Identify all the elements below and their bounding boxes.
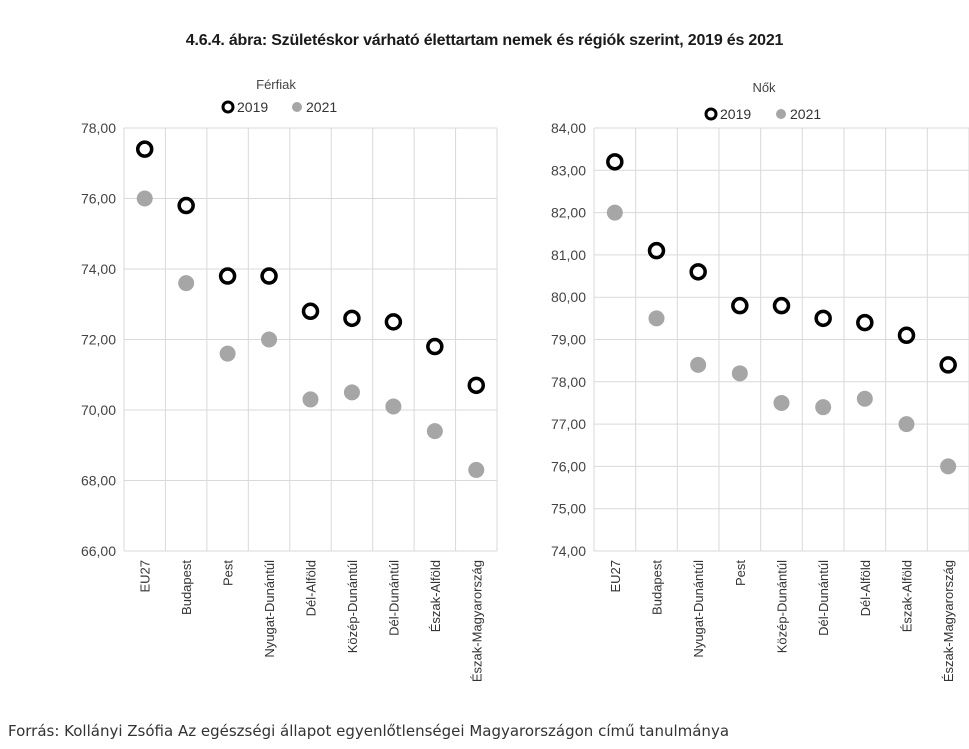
x-category-label: Nyugat-Dunántúl [691,560,706,658]
y-tick-label: 75,00 [551,501,586,517]
point-2021 [426,423,443,440]
legend-marker-2021 [292,102,302,112]
point-2019 [606,153,624,171]
x-category-label: Dél-Dunántúl [386,560,401,636]
y-tick-label: 82,00 [551,205,586,221]
point-2019 [177,196,195,215]
point-2019 [218,267,237,285]
x-category-label: Nyugat-Dunántúl [262,560,277,658]
point-2019 [939,356,957,374]
x-category-label: Észak-Magyarország [469,560,484,682]
point-2019 [772,296,791,315]
y-tick-label: 74,00 [81,261,116,277]
point-2021 [773,394,790,411]
point-2019 [856,313,874,332]
x-category-label: Közép-Dunántúl [775,560,790,653]
y-tick-label: 72,00 [81,332,116,348]
point-2021 [343,384,360,401]
point-2019 [426,337,444,356]
y-tick-label: 80,00 [551,289,586,305]
point-2021 [648,310,665,327]
y-tick-label: 74,00 [551,543,586,559]
legend-marker-2019 [704,107,718,121]
chart-panel-ferfiak: Férfiak 66,00 68,00 70,00 72,00 74,00 76,00 78… [81,77,498,682]
y-tick-label: 76,00 [551,458,586,474]
point-2021 [385,398,402,415]
y-tick-label: 76,00 [81,191,116,207]
x-category-label: EU27 [608,560,623,593]
x-category-label: Budapest [179,560,194,615]
panel-title: Nők [752,80,776,95]
point-2021 [898,416,915,433]
point-2019 [814,309,832,328]
y-tick-label: 78,00 [81,120,116,136]
point-2019 [689,263,707,281]
point-2021 [136,190,153,207]
point-2021 [302,391,319,408]
point-2019 [260,267,278,285]
y-tick-label: 84,00 [551,120,586,136]
point-2021 [815,399,832,416]
x-category-label: Észak-Alföld [900,560,915,632]
y-tick-label: 66,00 [81,543,116,559]
point-2019 [897,326,916,345]
y-tick-label: 77,00 [551,416,586,432]
x-category-label: Észak-Alföld [428,560,443,632]
point-2019 [467,376,486,395]
point-2021 [219,345,236,362]
panel-title: Férfiak [256,77,296,92]
point-2019 [135,140,154,158]
point-2021 [690,356,707,373]
figure-title: 4.6.4. ábra: Születéskor várható élettar… [185,32,784,49]
legend-label-2021: 2021 [790,106,821,122]
point-2021 [178,275,195,292]
legend-label-2021: 2021 [306,99,337,115]
y-tick-label: 70,00 [81,402,116,418]
legend: 2019 2021 [704,106,821,122]
point-2021 [606,204,623,221]
legend-marker-2019 [221,100,235,114]
x-category-label: Dél-Alföld [304,560,319,616]
legend: 2019 2021 [221,99,337,115]
x-category-label: Dél-Alföld [858,560,873,616]
x-category-label: Budapest [650,560,665,615]
point-2019 [343,309,361,328]
point-2019 [384,313,403,331]
point-2021 [468,461,485,478]
point-2019 [731,296,749,315]
point-2021 [940,458,957,475]
point-2021 [856,390,873,407]
chart-panel-nok: Nők 74,00 75,00 76,00 77,00 78,00 79,00 80,00 8… [551,80,969,682]
x-category-label: Dél-Dunántúl [816,560,831,636]
x-category-label: Pest [221,560,236,586]
legend-label-2019: 2019 [237,99,268,115]
point-2019 [647,241,666,260]
y-tick-label: 68,00 [81,473,116,489]
y-tick-label: 81,00 [551,247,586,263]
source-note: Forrás: Kollányi Zsófia Az egészségi áll… [8,722,730,740]
y-tick-label: 78,00 [551,374,586,390]
x-category-label: EU27 [138,560,153,593]
x-category-label: Közép-Dunántúl [345,560,360,653]
x-category-label: Pest [733,560,748,586]
legend-label-2019: 2019 [720,106,751,122]
y-tick-label: 79,00 [551,332,586,348]
point-2021 [261,331,278,348]
y-tick-label: 83,00 [551,162,586,178]
point-2021 [731,365,748,382]
point-2019 [301,302,320,321]
legend-marker-2021 [776,109,786,119]
x-category-label: Észak-Magyarország [941,560,956,682]
